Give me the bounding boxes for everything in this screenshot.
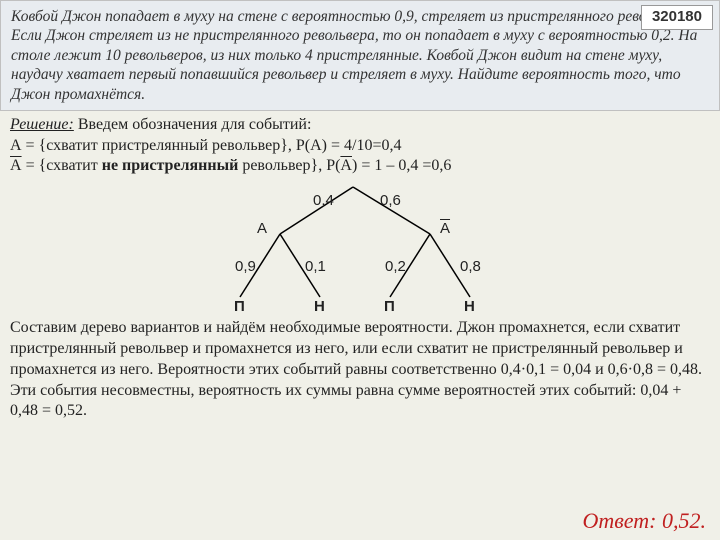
tree-label: 0,4 <box>313 191 334 211</box>
tree-label: Н <box>464 297 475 317</box>
tree-label: П <box>234 297 245 317</box>
problem-number: 320180 <box>641 5 713 30</box>
tree-label: 0,6 <box>380 191 401 211</box>
problem-text: Ковбой Джон попадает в муху на стене с в… <box>11 8 697 103</box>
line-abar-pre: = {схватит <box>22 157 102 174</box>
solution-final: Эти события несовместны, вероятность их … <box>10 381 710 423</box>
tree-svg <box>195 179 525 314</box>
tree-label: 0,1 <box>305 257 326 277</box>
solution-intro: Введем обозначения для событий: <box>74 116 312 133</box>
tree-label: А <box>257 219 267 239</box>
tree-label: П <box>384 297 395 317</box>
solution-paragraph: Составим дерево вариантов и найдём необх… <box>10 318 710 380</box>
a-bar-symbol-2: А <box>340 157 352 174</box>
probability-tree: 0,4 А 0,6 A 0,9 П 0,1 Н 0,2 П 0,8 Н <box>195 179 525 314</box>
line-abar-bold: не пристрелянный <box>102 157 239 174</box>
line-abar-post: револьвер}, Р( <box>238 157 340 174</box>
tree-label: Н <box>314 297 325 317</box>
line-a-calc: 4/10=0,4 <box>344 137 401 154</box>
problem-statement: 320180 Ковбой Джон попадает в муху на ст… <box>0 0 720 111</box>
tree-label: 0,8 <box>460 257 481 277</box>
tree-label: A <box>440 219 450 239</box>
tree-label: 0,9 <box>235 257 256 277</box>
line-abar-calc: ) = 1 – 0,4 =0,6 <box>352 157 451 174</box>
tree-label: 0,2 <box>385 257 406 277</box>
solution-title: Решение: <box>10 116 74 133</box>
a-bar-symbol: А <box>10 157 22 174</box>
solution-block: Решение: Введем обозначения для событий:… <box>0 111 720 422</box>
line-a-pre: А = {схватит пристрелянный револьвер}, Р… <box>10 137 344 154</box>
answer-text: Ответ: 0,52. <box>582 508 706 534</box>
